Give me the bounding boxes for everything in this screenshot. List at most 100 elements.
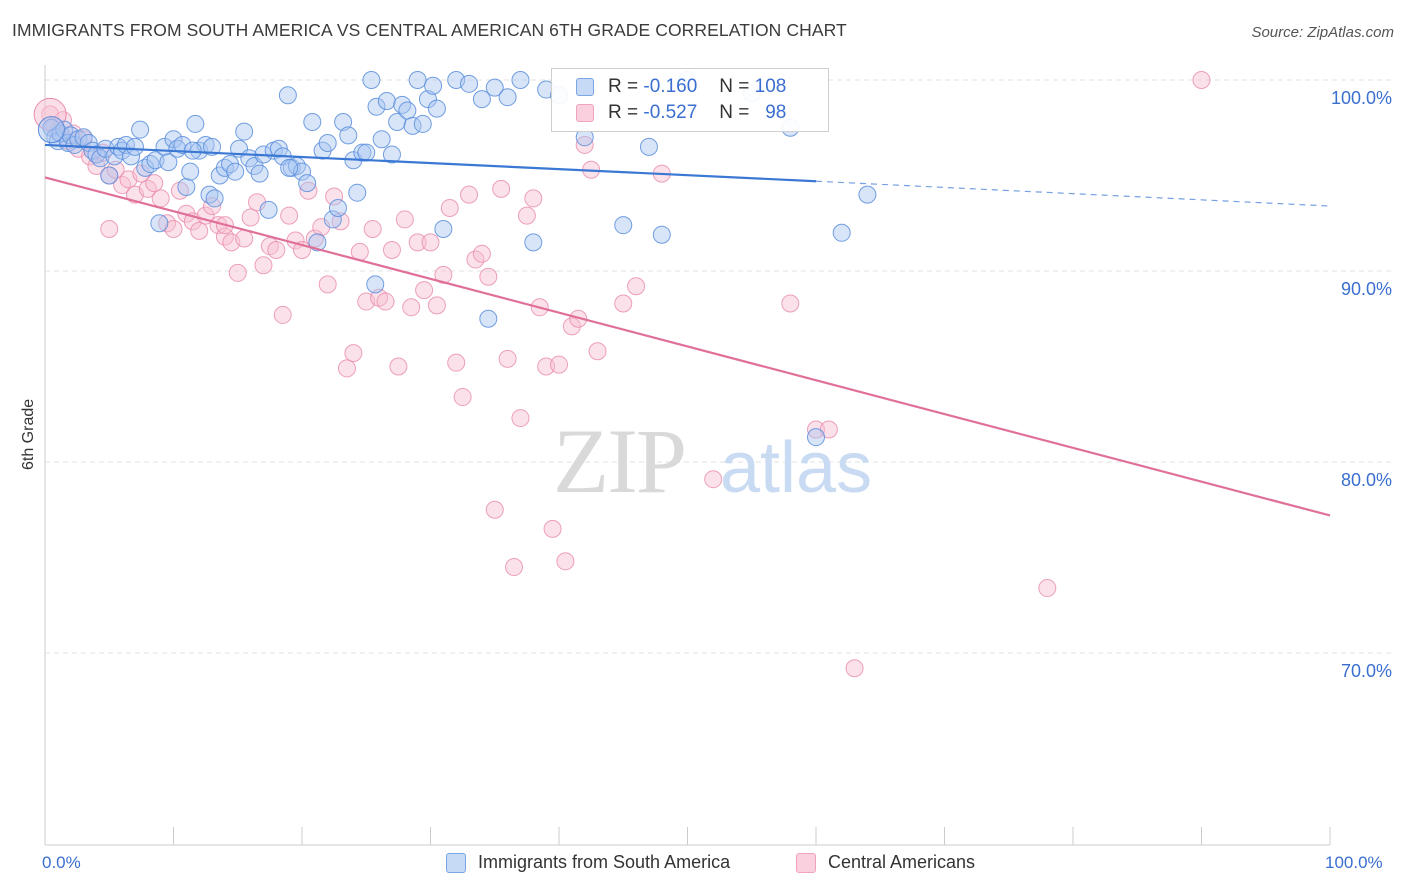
trend-line-central-americans [44, 176, 1331, 517]
data-point-central-americans [807, 420, 825, 439]
data-point-south-america [485, 78, 504, 97]
data-point-south-america [186, 114, 205, 133]
data-point-central-americans [845, 659, 864, 678]
legend-r-label: R = [608, 102, 639, 123]
data-point-central-americans [299, 181, 318, 200]
data-point-south-america [205, 189, 224, 208]
data-point-central-americans [453, 388, 472, 407]
data-point-south-america [159, 153, 178, 172]
legend-row-south-america: R = -0.160 N = 108 [576, 75, 786, 99]
watermark: ZIP atlas [553, 410, 872, 512]
legend-r-value: -0.527 [643, 102, 698, 123]
data-point-south-america [303, 113, 322, 132]
data-point-central-americans [543, 519, 562, 538]
data-point-south-america [91, 149, 110, 168]
data-point-south-america [280, 158, 299, 177]
data-point-south-america [498, 88, 517, 107]
data-point-south-america [418, 90, 437, 109]
source-label: Source: ZipAtlas.com [1251, 24, 1394, 41]
trend-lines [44, 143, 1331, 517]
data-point-central-americans [562, 317, 581, 336]
data-point-south-america [388, 113, 407, 132]
data-point-central-americans [145, 174, 164, 193]
data-point-central-americans [588, 342, 607, 361]
chart-title: IMMIGRANTS FROM SOUTH AMERICA VS CENTRAL… [12, 20, 847, 40]
data-point-central-americans [273, 305, 292, 324]
data-point-south-america [614, 216, 633, 235]
data-point-central-americans [344, 344, 363, 363]
data-point-south-america [226, 162, 245, 181]
data-point-south-america [150, 214, 169, 233]
data-point-south-america [125, 137, 144, 156]
data-point-central-americans [427, 296, 446, 315]
data-point-central-americans [331, 212, 350, 231]
legend-r-label: R = [608, 76, 639, 97]
data-point-south-america [323, 210, 342, 229]
data-point-central-americans [421, 233, 440, 252]
data-point-central-americans [781, 294, 800, 313]
data-point-south-america [177, 177, 196, 196]
data-point-south-america [377, 92, 396, 111]
data-point-central-americans [318, 275, 337, 294]
bottom-legend-south-america[interactable]: Immigrants from South America [446, 852, 730, 873]
data-point-south-america [832, 223, 851, 242]
data-point-south-america [366, 275, 385, 294]
y-tick-label: 100.0% [1331, 88, 1392, 108]
data-point-south-america [278, 86, 297, 105]
data-point-central-americans [485, 500, 504, 519]
data-point-south-america [298, 174, 317, 193]
data-point-south-america [100, 166, 119, 185]
y-tick-label: 80.0% [1341, 470, 1392, 490]
data-point-south-america [353, 143, 372, 162]
data-point-central-americans [376, 292, 395, 311]
data-point-south-america [434, 219, 453, 238]
data-point-central-americans [267, 240, 286, 259]
data-point-central-americans [517, 206, 536, 225]
data-point-central-americans [498, 349, 517, 368]
data-point-south-america [339, 126, 358, 145]
legend-n-value: 98 [765, 102, 787, 123]
bottom-legend-central-americans[interactable]: Central Americans [796, 852, 975, 873]
legend-n-label: N = [719, 76, 750, 97]
data-point-south-america-large [37, 116, 65, 144]
data-point-central-americans [100, 219, 119, 238]
data-point-central-americans [460, 185, 479, 204]
data-point-central-americans [382, 240, 401, 259]
data-point-central-americans [492, 179, 511, 198]
bottom-legend: Immigrants from South America Central Am… [0, 852, 1406, 878]
data-point-south-america [460, 74, 479, 93]
data-point-central-americans [556, 552, 575, 571]
data-point-south-america [424, 76, 443, 95]
data-point-central-americans [704, 470, 723, 489]
data-point-south-america [173, 135, 192, 154]
data-point-south-america [131, 120, 150, 139]
legend-n-label: N = [719, 102, 750, 123]
data-point-south-america [511, 71, 530, 89]
data-point-central-americans [280, 206, 299, 225]
data-point-south-america [524, 233, 543, 252]
data-point-central-americans [415, 281, 434, 300]
data-point-south-america [398, 101, 417, 120]
data-point-south-america [639, 137, 658, 156]
data-point-south-america [334, 113, 353, 132]
data-point-central-americans [440, 198, 459, 217]
data-point-central-americans [241, 208, 260, 227]
data-point-central-americans [575, 135, 594, 154]
data-point-south-america [235, 122, 254, 141]
data-point-south-america [408, 71, 427, 89]
data-point-south-america [807, 428, 825, 447]
data-point-south-america [348, 183, 367, 202]
data-point-central-americans [325, 187, 344, 206]
data-point-central-americans [151, 189, 170, 208]
data-point-central-americans [254, 256, 273, 275]
data-point-south-america [357, 143, 376, 162]
data-point-central-americans [1038, 579, 1057, 598]
data-point-south-america [413, 114, 432, 133]
bottom-legend-swatch-blue [446, 852, 466, 873]
gridlines: 100.0% 90.0% 80.0% 70.0% [45, 79, 1392, 681]
data-point-central-americans [402, 298, 421, 317]
data-point-south-america [328, 198, 347, 217]
data-point-central-americans [505, 558, 524, 577]
data-point-central-americans [228, 263, 247, 282]
data-point-central-americans [511, 409, 530, 428]
